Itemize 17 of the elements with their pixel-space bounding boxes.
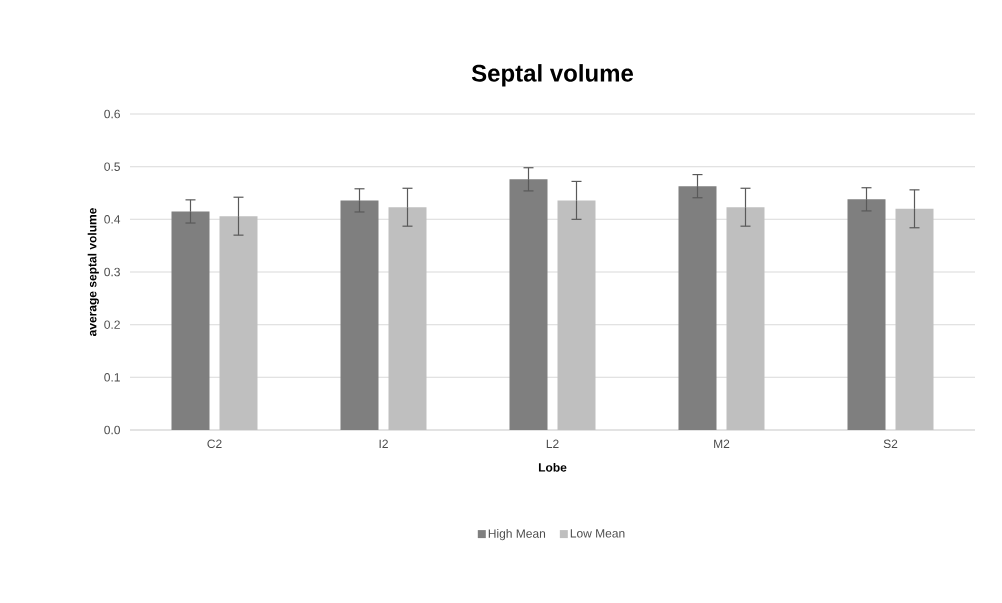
x-tick-label: I2 <box>379 439 388 448</box>
y-tick-label: 0.0 <box>104 425 120 435</box>
x-tick-label: C2 <box>207 439 222 449</box>
y-tick-label: 0.5 <box>104 162 120 171</box>
legend-label: Low Mean <box>570 529 625 538</box>
legend-label: High Mean <box>488 529 546 541</box>
y-tick-label: 0.6 <box>104 109 120 119</box>
y-tick-label: 0.2 <box>104 320 120 329</box>
y-tick-label: 0.3 <box>104 267 120 277</box>
y-tick-label: 0.1 <box>104 373 120 382</box>
x-tick-label: S2 <box>883 439 898 449</box>
y-axis-title: average septal volume <box>87 208 99 337</box>
y-tick-label: 0.4 <box>104 215 121 224</box>
x-tick-label: L2 <box>546 439 559 448</box>
x-tick-label: M2 <box>714 439 730 448</box>
chart-title: Septal volume <box>471 64 634 87</box>
x-axis-title: Lobe <box>538 462 567 472</box>
